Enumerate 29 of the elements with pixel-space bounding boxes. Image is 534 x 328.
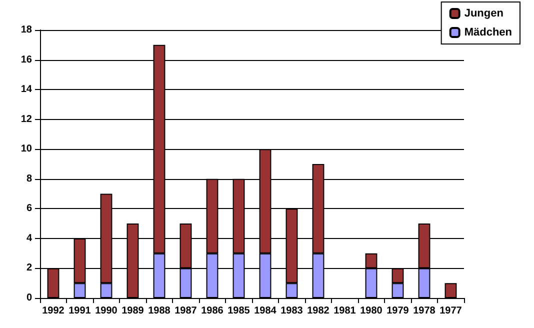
x-tick-label: 1982 <box>307 306 330 316</box>
x-tick-label: 1990 <box>95 306 118 316</box>
y-tick-label: 18 <box>20 24 32 36</box>
y-tick-label: 10 <box>20 144 32 155</box>
legend-label: Jungen <box>464 8 504 20</box>
x-tick-label: 1983 <box>280 306 304 316</box>
bar <box>444 283 457 298</box>
x-tick-label: 1977 <box>440 306 462 316</box>
y-tick-label: 4 <box>26 232 32 244</box>
x-tick-label: 1991 <box>68 306 92 316</box>
x-tick-label: 1981 <box>334 306 356 316</box>
x-tick-label: 1979 <box>386 306 410 316</box>
x-tick-label: 1989 <box>122 306 144 316</box>
y-tick-label: 12 <box>20 114 32 125</box>
x-tick-label: 1986 <box>201 306 224 316</box>
y-tick-label: 6 <box>26 203 32 214</box>
x-tick-label: 1987 <box>174 306 198 316</box>
y-tick-label: 2 <box>26 262 32 274</box>
x-tick-label: 1992 <box>42 306 65 316</box>
y-tick-label: 8 <box>26 173 32 184</box>
x-tick-label: 1988 <box>148 306 171 316</box>
y-tick-label: 14 <box>20 84 32 96</box>
x-tick-label: 1984 <box>254 306 277 316</box>
x-tick-label: 1980 <box>360 306 383 316</box>
legend-label: Mädchen <box>464 26 512 38</box>
x-tick-label: 1978 <box>413 306 436 316</box>
x-tick-label: 1985 <box>228 306 250 316</box>
y-tick-label: 0 <box>26 292 32 304</box>
y-tick-label: 16 <box>20 54 32 66</box>
